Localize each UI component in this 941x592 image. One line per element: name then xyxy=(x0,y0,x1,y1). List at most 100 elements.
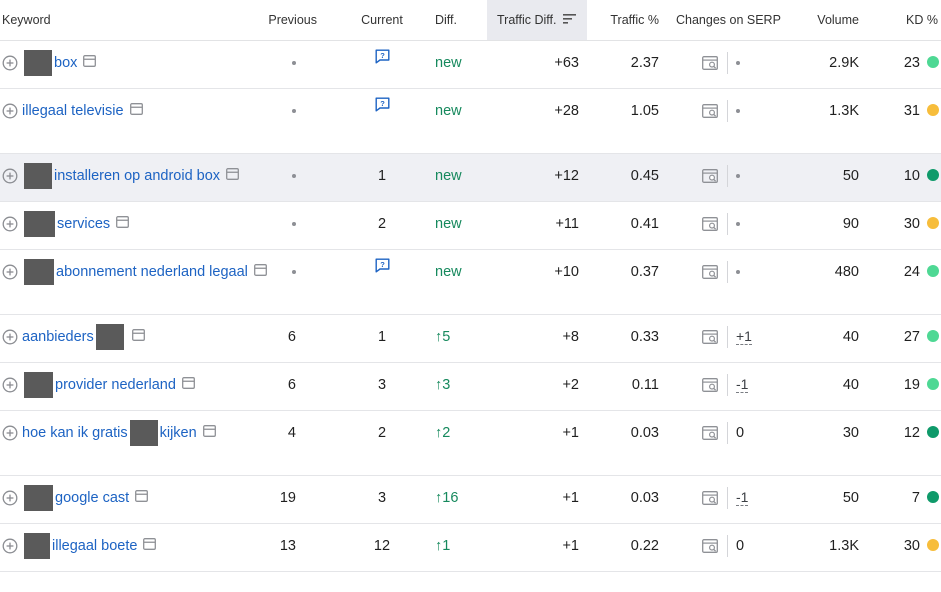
serp-snapshot-icon[interactable] xyxy=(143,535,157,557)
serp-preview-icon[interactable] xyxy=(702,104,719,118)
column-header-changes-serp[interactable]: Changes on SERP xyxy=(676,13,781,27)
serp-snapshot-icon[interactable] xyxy=(129,100,143,122)
arrow-up-icon: ↑ xyxy=(435,377,443,393)
column-header-diff[interactable]: Diff. xyxy=(435,13,457,27)
serp-preview-icon[interactable] xyxy=(702,265,719,279)
column-header-traffic-diff-label: Traffic Diff. xyxy=(497,13,557,27)
diff-value: 1 xyxy=(442,538,451,554)
search-volume: 50 xyxy=(842,168,859,184)
keyword-link[interactable]: illegaal televisie xyxy=(22,103,124,119)
serp-preview-icon[interactable] xyxy=(702,426,719,440)
column-header-traffic-pct[interactable]: Traffic % xyxy=(610,13,659,27)
current-position: ? xyxy=(352,49,412,74)
add-keyword-icon[interactable] xyxy=(2,168,18,184)
add-keyword-icon[interactable] xyxy=(2,425,18,441)
keyword-link[interactable]: box xyxy=(54,55,78,71)
svg-text:?: ? xyxy=(380,51,385,60)
serp-preview-icon[interactable] xyxy=(702,169,719,183)
keyword-difficulty: 10 xyxy=(880,165,939,187)
current-position: 12 xyxy=(373,538,391,554)
kd-value: 23 xyxy=(903,55,920,71)
serp-preview-icon[interactable] xyxy=(702,330,719,344)
traffic-pct-value: 1.05 xyxy=(630,103,659,119)
add-keyword-icon[interactable] xyxy=(2,55,18,71)
serp-change-link[interactable]: -1 xyxy=(736,489,749,506)
keyword-cell: aanbieders xyxy=(0,324,145,350)
serp-snapshot-icon[interactable] xyxy=(202,422,216,444)
add-keyword-icon[interactable] xyxy=(2,490,18,506)
column-header-traffic-diff[interactable]: Traffic Diff. xyxy=(487,0,587,40)
column-header-previous[interactable]: Previous xyxy=(268,13,317,27)
traffic-diff-value: +12 xyxy=(554,168,579,184)
serp-snapshot-icon[interactable] xyxy=(253,261,267,283)
keyword-link[interactable]: hoe kan ik gratis xyxy=(22,425,128,441)
table-row: services 2 new +11 0.41 90 30 xyxy=(0,202,941,250)
search-volume: 2.9K xyxy=(829,55,859,71)
keyword-link[interactable]: provider nederland xyxy=(55,377,176,393)
add-keyword-icon[interactable] xyxy=(2,377,18,393)
current-position: ? xyxy=(352,258,412,283)
current-position: 2 xyxy=(377,425,387,441)
diff-value: 2 xyxy=(442,425,451,441)
kd-value: 31 xyxy=(903,103,920,119)
current-position: ? xyxy=(352,97,412,122)
kd-indicator-icon xyxy=(927,265,939,278)
empty-dot-icon xyxy=(292,174,296,179)
traffic-diff-value: +2 xyxy=(562,377,579,393)
traffic-diff-value: +11 xyxy=(555,216,579,232)
table-row: google cast 19 3 ↑16 +1 0.03 -1 50 7 xyxy=(0,476,941,524)
keyword-link[interactable]: installeren op android box xyxy=(54,168,221,184)
serp-snapshot-icon[interactable] xyxy=(83,52,97,74)
keyword-link[interactable]: aanbieders xyxy=(22,329,94,345)
serp-preview-icon[interactable] xyxy=(702,539,719,553)
traffic-diff-value: +1 xyxy=(562,490,579,506)
keyword-difficulty: 7 xyxy=(880,487,939,509)
serp-preview-icon[interactable] xyxy=(702,378,719,392)
serp-change-value xyxy=(736,165,740,187)
serp-change-value: -1 xyxy=(736,374,749,396)
previous-position: 4 xyxy=(287,425,296,441)
add-keyword-icon[interactable] xyxy=(2,103,18,119)
traffic-pct-value: 0.33 xyxy=(630,329,659,345)
add-keyword-icon[interactable] xyxy=(2,329,18,345)
keyword-cell: services xyxy=(0,211,130,237)
keyword-link[interactable]: services xyxy=(57,216,111,232)
position-diff: new xyxy=(435,103,462,119)
keyword-link[interactable]: illegaal boete xyxy=(52,538,138,554)
keyword-difficulty: 12 xyxy=(880,422,939,444)
keyword-link[interactable]: abonnement nederland legaal xyxy=(56,264,248,280)
serp-snapshot-icon[interactable] xyxy=(116,213,130,235)
serp-feature-icon: ? xyxy=(375,49,390,71)
add-keyword-icon[interactable] xyxy=(2,538,18,554)
column-divider xyxy=(727,535,728,557)
serp-change-link[interactable]: +1 xyxy=(736,328,752,345)
serp-snapshot-icon[interactable] xyxy=(131,326,145,348)
keyword-cell: hoe kan ik gratis kijken xyxy=(0,420,216,446)
empty-dot-icon xyxy=(736,270,740,275)
serp-snapshot-icon[interactable] xyxy=(226,165,240,187)
keyword-difficulty: 27 xyxy=(880,326,939,348)
column-header-volume[interactable]: Volume xyxy=(817,13,859,27)
keyword-link[interactable]: google cast xyxy=(55,490,130,506)
serp-preview-icon[interactable] xyxy=(702,217,719,231)
serp-snapshot-icon[interactable] xyxy=(135,487,149,509)
column-header-keyword[interactable]: Keyword xyxy=(2,13,51,27)
serp-change-value: 0 xyxy=(736,538,745,554)
kd-indicator-icon xyxy=(927,330,939,343)
keyword-cell: illegaal televisie xyxy=(0,100,143,122)
arrow-up-icon: ↑ xyxy=(435,490,443,506)
serp-snapshot-icon[interactable] xyxy=(181,374,195,396)
serp-change-link[interactable]: -1 xyxy=(736,376,749,393)
serp-preview-icon[interactable] xyxy=(702,56,719,70)
column-header-kd[interactable]: KD % xyxy=(906,13,938,27)
serp-preview-icon[interactable] xyxy=(702,491,719,505)
add-keyword-icon[interactable] xyxy=(2,216,18,232)
kd-value: 30 xyxy=(903,538,920,554)
keyword-link[interactable]: kijken xyxy=(159,425,197,441)
traffic-diff-value: +8 xyxy=(562,329,579,345)
keyword-cell: installeren op android box xyxy=(0,163,240,189)
column-header-current[interactable]: Current xyxy=(361,13,403,27)
add-keyword-icon[interactable] xyxy=(2,264,18,280)
position-diff: ↑1 xyxy=(435,535,450,557)
traffic-pct-value: 0.03 xyxy=(630,490,659,506)
